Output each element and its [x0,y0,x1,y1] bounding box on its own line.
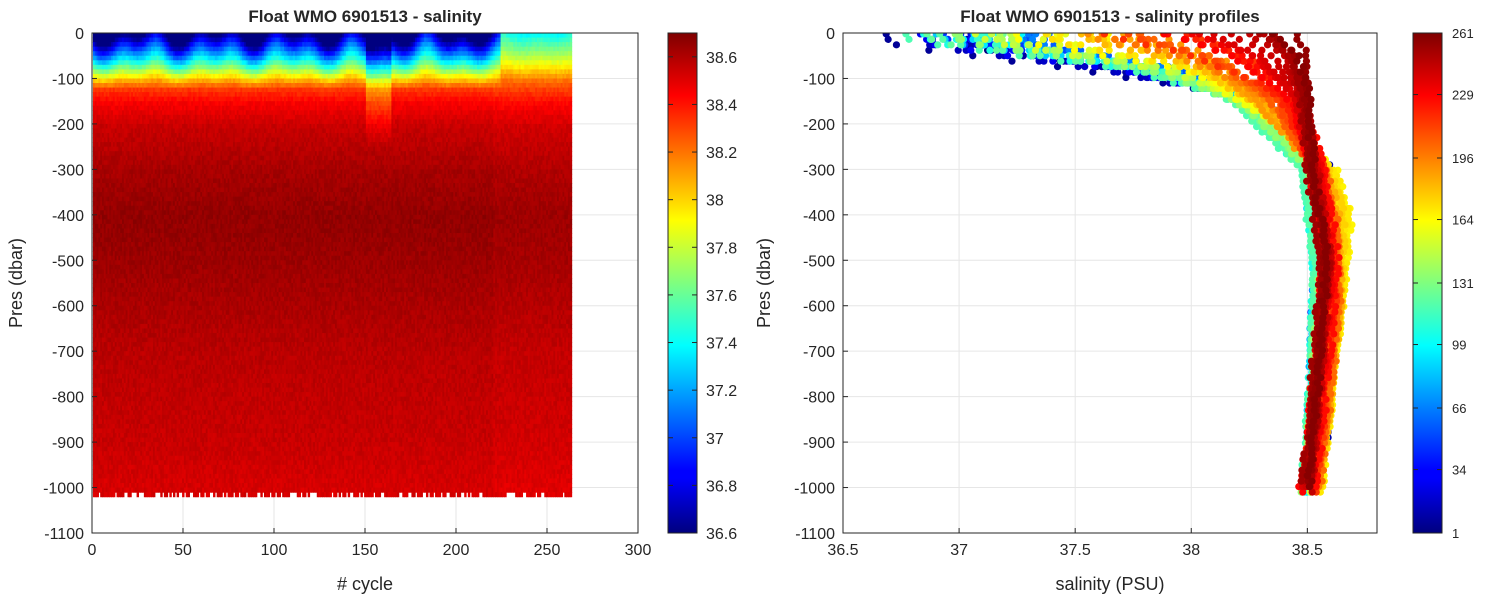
heatmap-cell [97,492,99,497]
heatmap-cell [169,492,171,497]
heatmap-cell [122,492,124,497]
heatmap-cell [129,492,131,497]
heatmap-cell [177,492,179,497]
heatmap-cell [166,492,168,497]
heatmap-cell [137,492,139,497]
heatmap-cell [113,492,115,497]
salinity-section-panel: 0 50 100 150 200 250 3000-100-200-300-400-500-… [6,7,737,594]
heatmap-cell [173,492,175,497]
heatmap-cell [160,492,162,497]
heatmap-cell [153,492,155,497]
salinity-heatmap [93,33,572,497]
